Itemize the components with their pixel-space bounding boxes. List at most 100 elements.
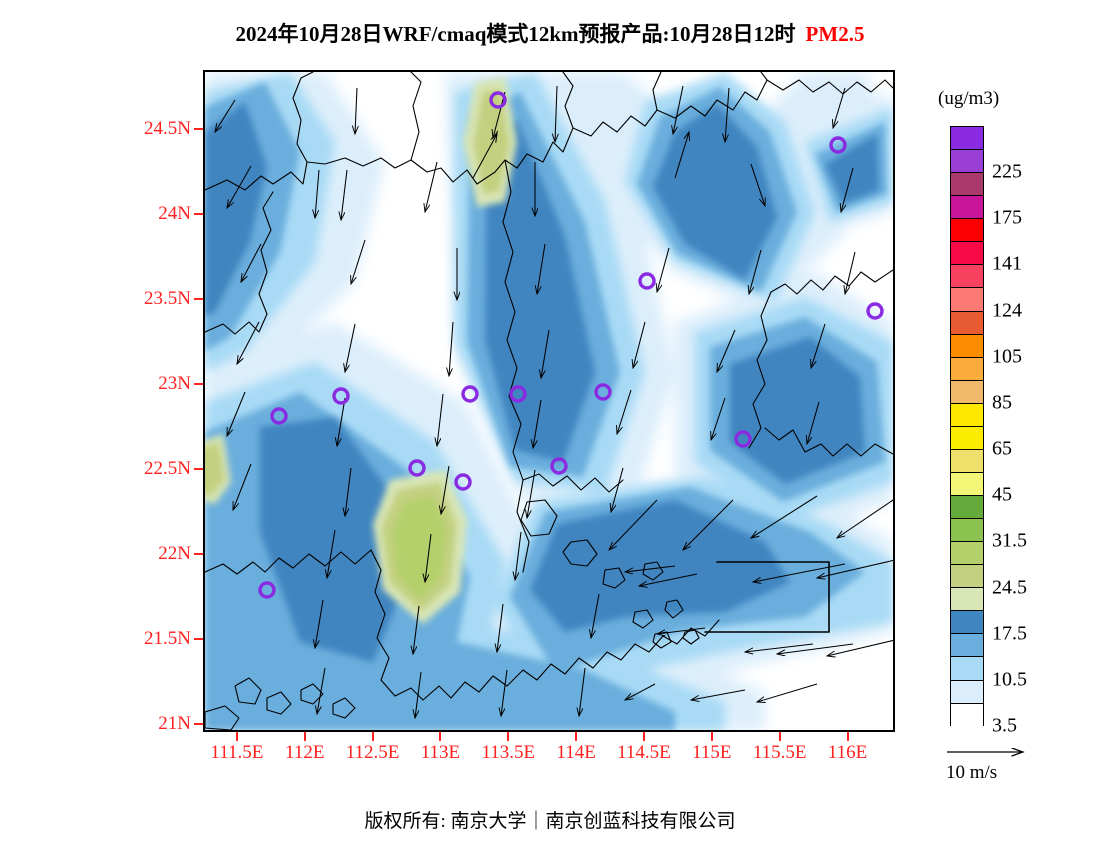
colorbar-band bbox=[951, 542, 983, 566]
colorbar-band bbox=[951, 680, 983, 704]
x-axis-tick-label: 115.5E bbox=[752, 742, 807, 763]
colorbar-band bbox=[951, 127, 983, 151]
x-axis-tick-mark bbox=[439, 732, 442, 741]
x-axis-tick-mark bbox=[846, 732, 849, 741]
x-axis-tick-label: 113.5E bbox=[481, 742, 536, 763]
station-marker bbox=[734, 430, 752, 448]
title-species-text: PM2.5 bbox=[805, 22, 865, 46]
colorbar-band bbox=[951, 380, 983, 404]
y-axis-tick-mark bbox=[194, 722, 203, 725]
wind-vector-layer bbox=[215, 85, 893, 718]
colorbar-band bbox=[951, 334, 983, 358]
x-axis-tick-label: 111.5E bbox=[210, 742, 264, 763]
y-axis-tick-label: 21.5N bbox=[144, 627, 191, 649]
x-axis-tick-label: 115E bbox=[692, 742, 732, 763]
colorbar[interactable] bbox=[950, 126, 984, 727]
x-axis-tick-mark bbox=[507, 732, 510, 741]
colorbar-band bbox=[951, 634, 983, 658]
y-axis-tick-label: 24N bbox=[158, 203, 191, 225]
x-axis-tick-mark bbox=[710, 732, 713, 741]
colorbar-band bbox=[951, 357, 983, 381]
y-axis-tick-label: 23N bbox=[158, 373, 191, 395]
y-axis-tick-mark bbox=[194, 383, 203, 386]
station-marker-layer bbox=[258, 91, 884, 599]
wind-scale-key bbox=[945, 740, 1075, 764]
colorbar-tick-label: 65 bbox=[992, 437, 1012, 460]
map-canvas bbox=[205, 72, 893, 730]
x-axis-tick-mark bbox=[642, 732, 645, 741]
y-axis-tick-label: 22.5N bbox=[144, 457, 191, 479]
x-axis-tick-label: 112E bbox=[285, 742, 325, 763]
station-marker bbox=[829, 136, 847, 154]
x-axis-tick-label: 114.5E bbox=[617, 742, 671, 763]
station-marker bbox=[866, 302, 884, 320]
colorbar-band bbox=[951, 288, 983, 312]
colorbar-band bbox=[951, 472, 983, 496]
x-axis-tick-mark bbox=[371, 732, 374, 741]
station-marker bbox=[550, 457, 568, 475]
y-axis-tick-mark bbox=[194, 213, 203, 216]
boundary-lines bbox=[205, 72, 893, 730]
y-axis-tick-mark bbox=[194, 552, 203, 555]
colorbar-band bbox=[951, 703, 983, 727]
station-marker bbox=[408, 459, 426, 477]
x-axis-tick-label: 113E bbox=[420, 742, 461, 763]
colorbar-tick-label: 17.5 bbox=[992, 622, 1027, 645]
x-axis-tick-mark bbox=[303, 732, 306, 741]
colorbar-tick-label: 105 bbox=[992, 345, 1022, 368]
colorbar-tick-label: 225 bbox=[992, 160, 1022, 183]
station-marker bbox=[489, 91, 507, 109]
station-marker bbox=[594, 383, 612, 401]
colorbar-units-label: (ug/m3) bbox=[938, 88, 1000, 109]
y-axis-tick-label: 24.5N bbox=[144, 118, 191, 140]
colorbar-band bbox=[951, 265, 983, 289]
colorbar-band bbox=[951, 150, 983, 174]
station-marker bbox=[258, 581, 276, 599]
colorbar-tick-label: 45 bbox=[992, 483, 1012, 506]
colorbar-tick-label: 141 bbox=[992, 252, 1022, 275]
station-marker bbox=[509, 385, 527, 403]
colorbar-tick-label: 175 bbox=[992, 206, 1022, 229]
colorbar-tick-label: 31.5 bbox=[992, 529, 1027, 552]
colorbar-band bbox=[951, 496, 983, 520]
copyright-footer: 版权所有: 南京大学｜南京创蓝科技有限公司 bbox=[364, 811, 736, 832]
title-main-text: 2024年10月28日WRF/cmaq模式12km预报产品:10月28日12时 bbox=[235, 22, 796, 46]
colorbar-band bbox=[951, 565, 983, 589]
map-plot-area[interactable] bbox=[203, 70, 895, 732]
colorbar-tick-label: 10.5 bbox=[992, 668, 1027, 691]
colorbar-tick-label: 85 bbox=[992, 391, 1012, 414]
x-axis-tick-mark bbox=[235, 732, 238, 741]
station-marker bbox=[332, 387, 350, 405]
x-axis-tick-label: 116E bbox=[827, 742, 868, 763]
y-axis-tick-label: 23.5N bbox=[144, 288, 191, 310]
colorbar-tick-label: 3.5 bbox=[992, 714, 1017, 737]
y-axis-tick-mark bbox=[194, 637, 203, 640]
colorbar-band bbox=[951, 403, 983, 427]
y-axis-tick-label: 21N bbox=[158, 712, 191, 734]
colorbar-band bbox=[951, 426, 983, 450]
wind-arrow-icon bbox=[947, 740, 1075, 764]
colorbar-band bbox=[951, 311, 983, 335]
station-marker bbox=[270, 407, 288, 425]
colorbar-band bbox=[951, 219, 983, 243]
colorbar-band bbox=[951, 657, 983, 681]
x-axis-tick-mark bbox=[778, 732, 781, 741]
y-axis-tick-mark bbox=[194, 128, 203, 131]
colorbar-band bbox=[951, 173, 983, 197]
colorbar-band bbox=[951, 611, 983, 635]
wind-scale-label: 10 m/s bbox=[946, 762, 998, 783]
station-marker bbox=[461, 385, 479, 403]
colorbar-band bbox=[951, 588, 983, 612]
colorbar-band bbox=[951, 196, 983, 220]
colorbar-band bbox=[951, 449, 983, 473]
colorbar-tick-label: 124 bbox=[992, 299, 1022, 322]
y-axis-tick-label: 22N bbox=[158, 542, 191, 564]
contour-fill-layer bbox=[205, 72, 893, 730]
y-axis-tick-mark bbox=[194, 298, 203, 301]
colorbar-band bbox=[951, 242, 983, 266]
x-axis-tick-label: 112.5E bbox=[345, 742, 400, 763]
x-axis-tick-label: 114E bbox=[556, 742, 596, 763]
station-marker bbox=[454, 473, 472, 491]
colorbar-tick-label: 24.5 bbox=[992, 576, 1027, 599]
chart-title: 2024年10月28日WRF/cmaq模式12km预报产品:10月28日12时 P… bbox=[0, 18, 1100, 48]
